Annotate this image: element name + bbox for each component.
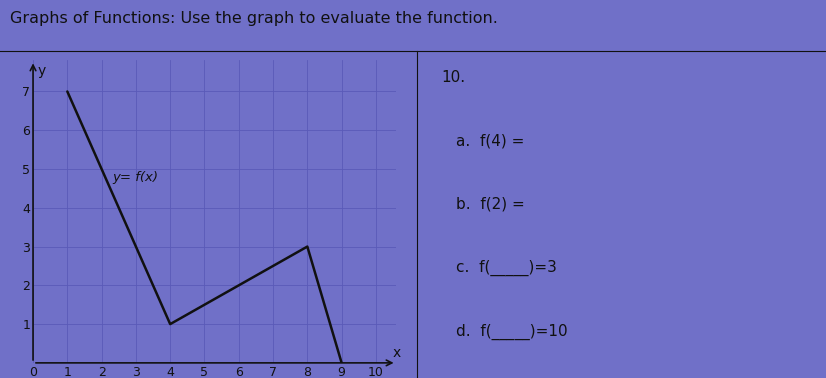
- Text: 10.: 10.: [441, 70, 465, 85]
- Text: c.  f(_____)=3: c. f(_____)=3: [457, 260, 558, 276]
- Text: x: x: [393, 346, 401, 360]
- Text: b.  f(2) =: b. f(2) =: [457, 197, 525, 212]
- Text: a.  f(4) =: a. f(4) =: [457, 133, 525, 148]
- Text: Graphs of Functions: Use the graph to evaluate the function.: Graphs of Functions: Use the graph to ev…: [10, 11, 498, 26]
- Text: y: y: [37, 64, 45, 78]
- Text: y= f(x): y= f(x): [112, 170, 158, 184]
- Text: d.  f(_____)=10: d. f(_____)=10: [457, 324, 568, 340]
